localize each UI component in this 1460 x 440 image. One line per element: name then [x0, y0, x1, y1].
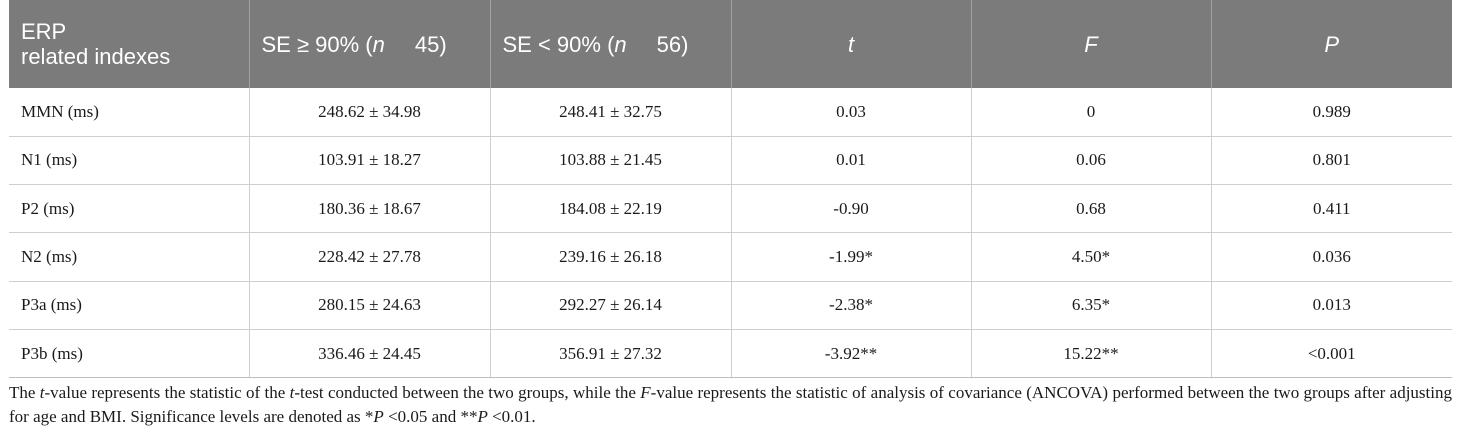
cell-se-high: 248.62 ± 34.98: [249, 88, 491, 137]
footnote-text: The: [9, 383, 40, 402]
footnote-italic-t: t: [289, 383, 295, 402]
row-label: N2 (ms): [9, 232, 250, 282]
table-row: N1 (ms) 103.91 ± 18.27 103.88 ± 21.45 0.…: [9, 136, 1452, 186]
cell-se-high: 180.36 ± 18.67: [249, 184, 491, 234]
row-label: MMN (ms): [9, 88, 250, 137]
cell-f: 0.68: [971, 184, 1212, 234]
cell-se-high: 280.15 ± 24.63: [249, 281, 491, 330]
cell-t: -0.90: [731, 184, 972, 234]
row-label: P2 (ms): [9, 184, 250, 234]
row-label: P3b (ms): [9, 329, 250, 379]
cell-p: <0.001: [1211, 329, 1452, 379]
cell-se-low: 239.16 ± 26.18: [490, 232, 732, 282]
cell-se-high: 103.91 ± 18.27: [249, 136, 491, 186]
cell-t: -2.38*: [731, 281, 972, 330]
cell-se-high: 228.42 ± 27.78: [249, 232, 491, 282]
table-header: ERP related indexes SE ≥ 90% (n 45) SE < …: [9, 0, 1452, 88]
header-p: P: [1211, 0, 1452, 88]
header-se-high-prefix: SE ≥ 90% (: [261, 31, 373, 57]
table-row: MMN (ms) 248.62 ± 34.98 248.41 ± 32.75 0…: [9, 88, 1452, 137]
cell-se-low: 292.27 ± 26.14: [490, 281, 732, 330]
header-f: F: [971, 0, 1212, 88]
header-se-low-prefix: SE < 90% (: [502, 31, 615, 57]
footnote-text: <0.05 and **: [383, 407, 478, 426]
cell-t: 0.03: [731, 88, 972, 137]
row-label: N1 (ms): [9, 136, 250, 186]
footnote-italic-p: P: [477, 407, 488, 426]
header-se-low-value: 56): [656, 31, 689, 57]
erp-table: ERP related indexes SE ≥ 90% (n 45) SE < …: [9, 0, 1452, 379]
header-erp-indexes: ERP related indexes: [9, 0, 250, 88]
cell-se-low: 184.08 ± 22.19: [490, 184, 732, 234]
header-se-high-value: 45): [414, 31, 447, 57]
table-row: P2 (ms) 180.36 ± 18.67 184.08 ± 22.19 -0…: [9, 184, 1452, 234]
header-se-high-n: n: [372, 31, 385, 57]
footnote-text: -value represents the statistic of analy…: [9, 383, 1452, 426]
cell-t: 0.01: [731, 136, 972, 186]
footnote-italic-t: t: [39, 383, 45, 402]
cell-p: 0.801: [1211, 136, 1452, 186]
header-se-high: SE ≥ 90% (n 45): [249, 0, 491, 88]
table-row: P3b (ms) 336.46 ± 24.45 356.91 ± 27.32 -…: [9, 329, 1452, 379]
cell-f: 15.22**: [971, 329, 1212, 379]
footnote-text: <0.01.: [487, 407, 536, 426]
cell-se-low: 103.88 ± 21.45: [490, 136, 732, 186]
cell-f: 0: [971, 88, 1212, 137]
header-se-low-n: n: [614, 31, 627, 57]
header-se-low: SE < 90% (n 56): [490, 0, 732, 88]
cell-se-low: 248.41 ± 32.75: [490, 88, 732, 137]
cell-p: 0.989: [1211, 88, 1452, 137]
cell-p: 0.036: [1211, 232, 1452, 282]
footnote-text: -test conducted between the two groups, …: [294, 383, 641, 402]
header-erp-line1: ERP: [21, 19, 67, 44]
cell-se-low: 356.91 ± 27.32: [490, 329, 732, 379]
cell-t: -3.92**: [731, 329, 972, 379]
cell-se-high: 336.46 ± 24.45: [249, 329, 491, 379]
table-row: N2 (ms) 228.42 ± 27.78 239.16 ± 26.18 -1…: [9, 232, 1452, 282]
header-erp-line2: related indexes: [21, 44, 171, 69]
header-row: ERP related indexes SE ≥ 90% (n 45) SE < …: [9, 0, 1452, 88]
footnote-italic-f: F: [640, 383, 651, 402]
cell-p: 0.013: [1211, 281, 1452, 330]
footnote-text: -value represents the statistic of the: [44, 383, 290, 402]
table-footnote: The t-value represents the statistic of …: [9, 381, 1452, 429]
cell-f: 4.50*: [971, 232, 1212, 282]
cell-f: 0.06: [971, 136, 1212, 186]
cell-p: 0.411: [1211, 184, 1452, 234]
cell-f: 6.35*: [971, 281, 1212, 330]
row-label: P3a (ms): [9, 281, 250, 330]
erp-table-container: ERP related indexes SE ≥ 90% (n 45) SE < …: [9, 0, 1452, 379]
cell-t: -1.99*: [731, 232, 972, 282]
table-body: MMN (ms) 248.62 ± 34.98 248.41 ± 32.75 0…: [9, 88, 1452, 379]
header-t: t: [731, 0, 972, 88]
footnote-italic-p: P: [373, 407, 384, 426]
table-row: P3a (ms) 280.15 ± 24.63 292.27 ± 26.14 -…: [9, 281, 1452, 330]
